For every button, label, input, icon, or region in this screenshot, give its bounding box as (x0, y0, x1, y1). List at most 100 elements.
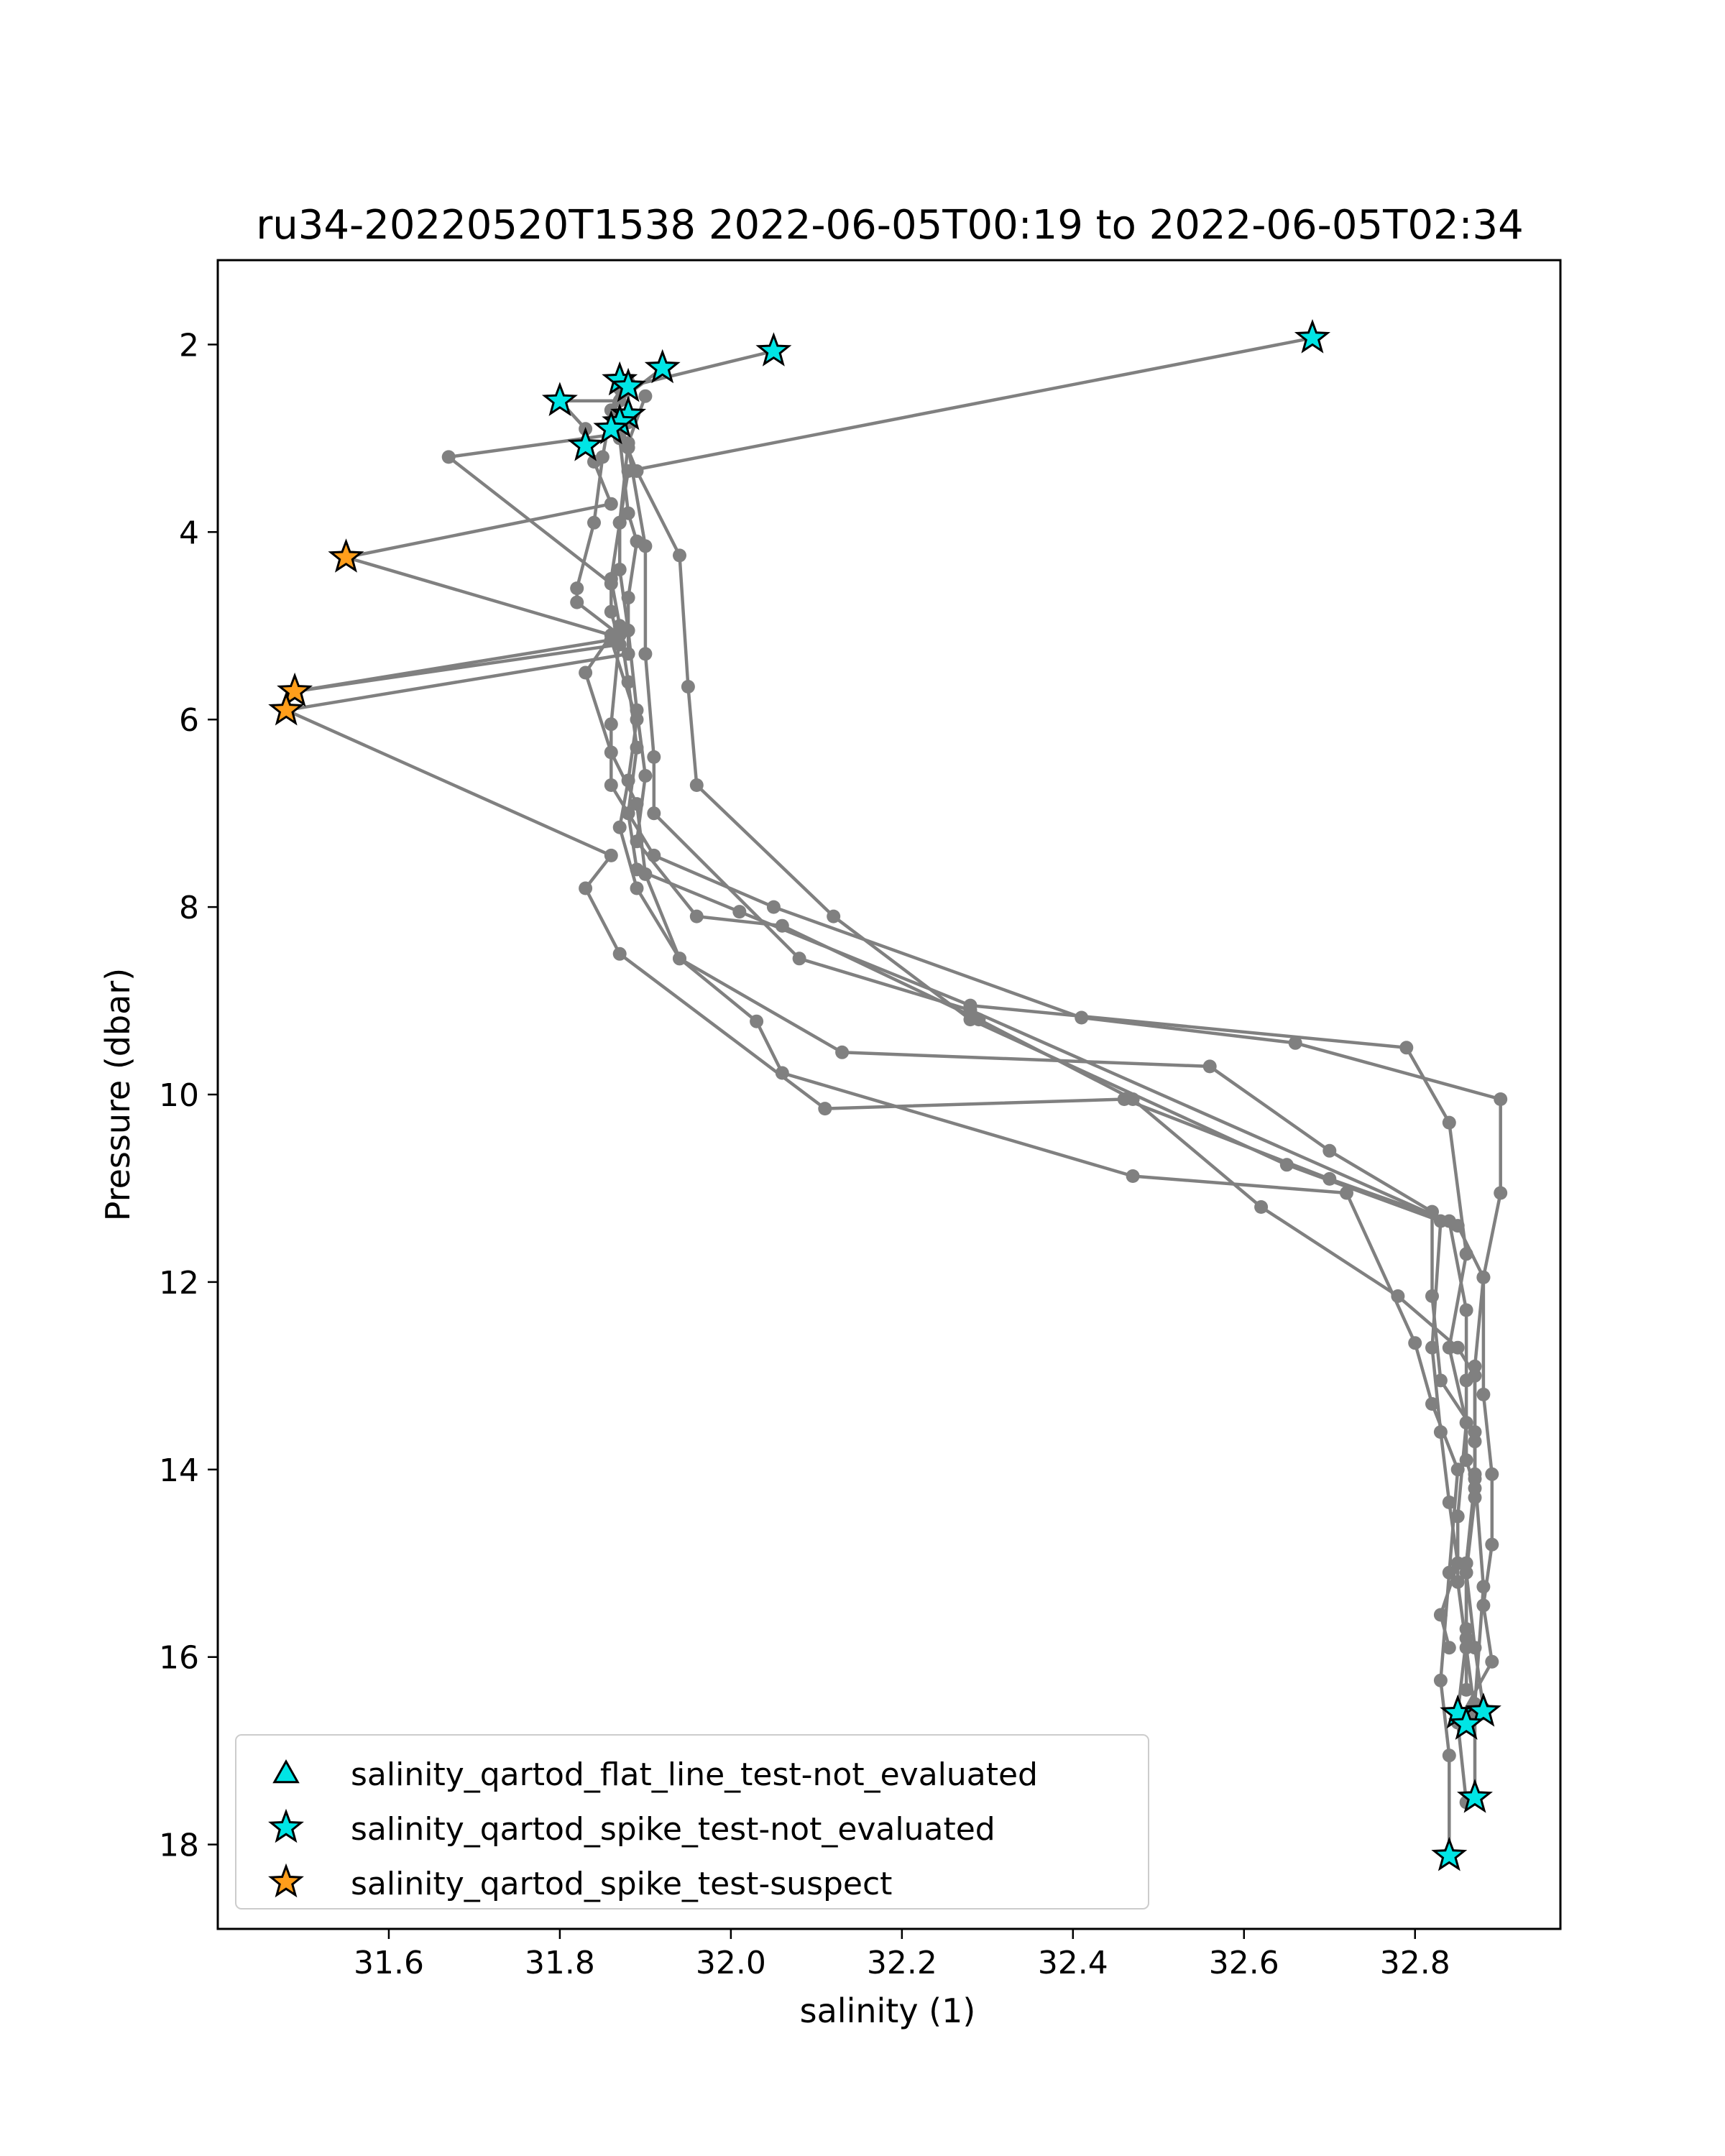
y-tick-label: 12 (159, 1265, 199, 1302)
x-tick-label: 32.8 (1380, 1945, 1450, 1981)
profile-point (621, 773, 635, 788)
profile-point (689, 909, 704, 923)
profile-point (673, 548, 686, 563)
profile-point (1126, 1169, 1140, 1183)
profile-point (579, 881, 593, 895)
spike-not-evaluated-star (610, 367, 647, 402)
profile-point (1459, 1453, 1473, 1468)
profile-line (617, 395, 1486, 1715)
spike-suspect-star (328, 538, 364, 573)
profile-point (1450, 1219, 1465, 1233)
profile-point (604, 848, 618, 862)
x-tick-label: 32.6 (1209, 1945, 1279, 1981)
legend-star-icon (268, 1808, 304, 1843)
spike-not-evaluated-star (644, 349, 681, 384)
chart-title: ru34-20220520T1538 2022-06-05T00:19 to 2… (256, 202, 1523, 249)
profiles-layer (279, 331, 1508, 1861)
spike-not-evaluated-star (1457, 1779, 1493, 1813)
profile-point (1126, 1092, 1140, 1106)
profile-point (604, 717, 618, 732)
profile-point (1399, 1041, 1414, 1055)
y-axis-title: Pressure (dbar) (98, 968, 137, 1221)
legend: salinity_qartod_flat_line_test-not_evalu… (235, 1734, 1149, 1909)
x-tick-label: 31.8 (525, 1945, 595, 1981)
profile-point (1468, 1467, 1482, 1481)
profile-point (1476, 1270, 1491, 1284)
profile-point (612, 515, 627, 530)
profile-point (1476, 1580, 1491, 1594)
profile-point (1450, 1556, 1465, 1570)
profile-point (1494, 1186, 1508, 1200)
profile-point (1288, 1036, 1302, 1050)
profile-point (604, 604, 618, 619)
profile-point (1459, 1303, 1473, 1317)
profile-point (621, 436, 635, 450)
profile-point (604, 576, 618, 591)
legend-label: salinity_qartod_spike_test-not_evaluated (351, 1811, 995, 1848)
profile-point (1459, 1682, 1473, 1697)
legend-frame (235, 1734, 1149, 1909)
plot-area (216, 259, 1562, 1930)
profile-point (681, 680, 695, 694)
legend-label: salinity_qartod_spike_test-suspect (351, 1866, 892, 1902)
profile-point (1442, 1115, 1456, 1130)
profile-point (579, 665, 593, 680)
profile-point (673, 952, 686, 966)
y-tick-label: 8 (179, 890, 199, 926)
profile-point (766, 900, 781, 914)
spike-not-evaluated-star (755, 332, 792, 367)
profile-point (604, 778, 618, 792)
profile-point (1279, 1158, 1294, 1172)
profile-point (612, 946, 627, 961)
profile-point (647, 806, 661, 821)
profile-point (1459, 1622, 1473, 1636)
profile-point (1494, 1092, 1508, 1106)
profile-point (775, 1066, 789, 1080)
profile-series (612, 422, 1465, 1655)
spike-not-evaluated-star (1431, 1836, 1468, 1871)
profile-point (638, 769, 653, 783)
profile-point (792, 952, 806, 966)
profile-point (835, 1045, 850, 1059)
profile-point (1254, 1200, 1269, 1214)
legend-triangle-icon (272, 1759, 300, 1784)
profile-point (1442, 1641, 1456, 1655)
profile-point (1075, 1010, 1089, 1025)
profile-point (732, 905, 747, 919)
spike-not-evaluated-star (567, 427, 604, 461)
spike-not-evaluated-star (1465, 1692, 1501, 1727)
profile-point (1408, 1336, 1422, 1350)
x-axis: 31.6 31.8 32.0 32.2 32.4 32.6 32.8 (354, 1929, 1450, 1981)
x-axis-title: salinity (1) (800, 1991, 976, 2030)
spike-not-evaluated-star (1448, 1705, 1485, 1740)
spike-not-evaluated-star (1294, 319, 1330, 354)
y-tick-label: 16 (159, 1640, 199, 1677)
profile-point (827, 909, 841, 923)
profile-point (1485, 1537, 1499, 1552)
profile-point (750, 1014, 764, 1028)
profile-point (1433, 1673, 1448, 1687)
profile-point (570, 581, 584, 596)
profile-point (1468, 1368, 1482, 1383)
profile-point (972, 1013, 986, 1027)
profile-point (621, 506, 635, 520)
profile-point (818, 1102, 832, 1116)
profile-point (1202, 1059, 1217, 1074)
flags-layer (268, 319, 1501, 1871)
y-tick-label: 10 (159, 1077, 199, 1114)
profile-point (441, 450, 456, 464)
profile-point (621, 623, 635, 637)
spike-suspect-star (277, 672, 313, 707)
profile-point (1450, 1340, 1465, 1355)
profile-point (1442, 1749, 1456, 1763)
y-tick-label: 2 (179, 327, 199, 364)
y-tick-label: 14 (159, 1452, 199, 1489)
profile-point (1433, 1425, 1448, 1439)
spike-not-evaluated-star (593, 410, 630, 445)
x-tick-label: 32.4 (1038, 1945, 1108, 1981)
spike-suspect-star (268, 691, 305, 726)
profile-point (604, 632, 618, 647)
profile-point (587, 455, 601, 469)
profile-point (638, 389, 653, 403)
